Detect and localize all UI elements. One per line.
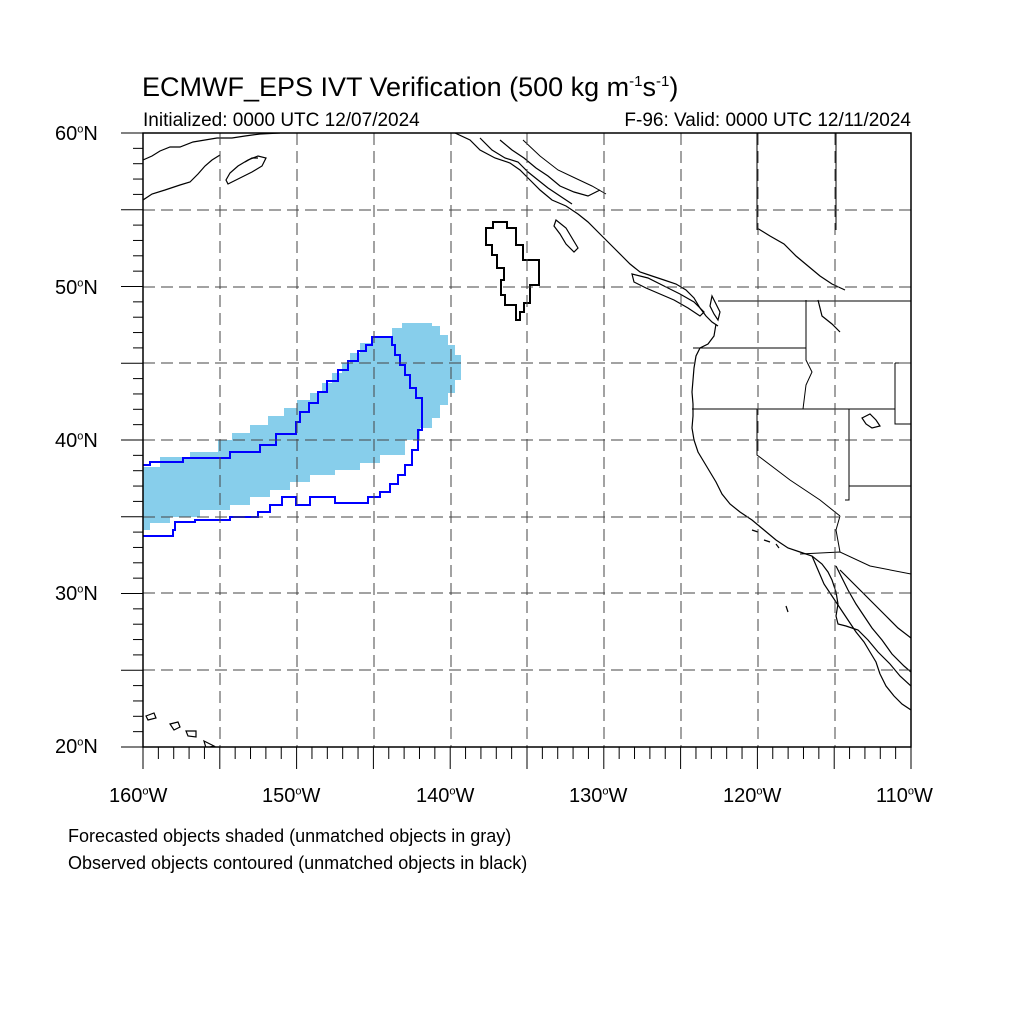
lat-label-50: 50oN xyxy=(55,277,98,299)
forecast-note: Forecasted objects shaded (unmatched obj… xyxy=(68,826,512,846)
lat-label-40: 40oN xyxy=(55,430,98,452)
valid-time: F-96: Valid: 0000 UTC 12/11/2024 xyxy=(624,110,911,131)
lon-label-120w: 120oW xyxy=(723,785,782,807)
observed-note: Observed objects contoured (unmatched ob… xyxy=(68,853,528,873)
observed-object-matched xyxy=(143,336,423,537)
political-borders xyxy=(522,133,911,575)
lon-label-130w: 130oW xyxy=(569,785,628,807)
coastlines xyxy=(143,133,911,747)
initialized-time: Initialized: 0000 UTC 12/07/2024 xyxy=(143,110,420,131)
axis-ticks xyxy=(121,132,912,769)
lon-label-140w: 140oW xyxy=(416,785,475,807)
lon-label-160w: 160oW xyxy=(109,785,168,807)
lat-label-30: 30oN xyxy=(55,583,98,605)
lat-label-60: 60oN xyxy=(55,123,98,145)
lon-label-110w: 110oW xyxy=(876,785,933,807)
map-title: ECMWF_EPS IVT Verification (500 kg m-1s-… xyxy=(142,72,679,102)
gridlines xyxy=(143,133,911,747)
lat-label-20: 20oN xyxy=(55,736,98,758)
forecast-object xyxy=(143,323,461,530)
observed-object-unmatched xyxy=(485,221,540,321)
lon-label-150w: 150oW xyxy=(262,785,321,807)
